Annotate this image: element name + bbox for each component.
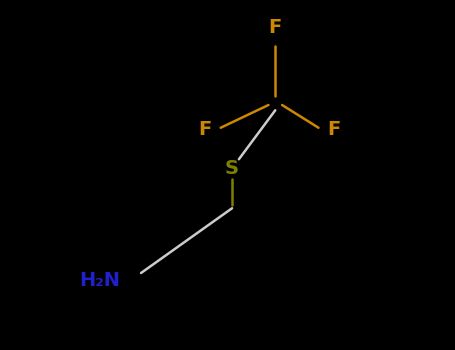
Text: F: F: [268, 18, 282, 37]
Text: F: F: [328, 120, 341, 139]
Text: F: F: [198, 120, 212, 139]
Text: H₂N: H₂N: [80, 271, 121, 289]
Text: S: S: [225, 159, 239, 177]
